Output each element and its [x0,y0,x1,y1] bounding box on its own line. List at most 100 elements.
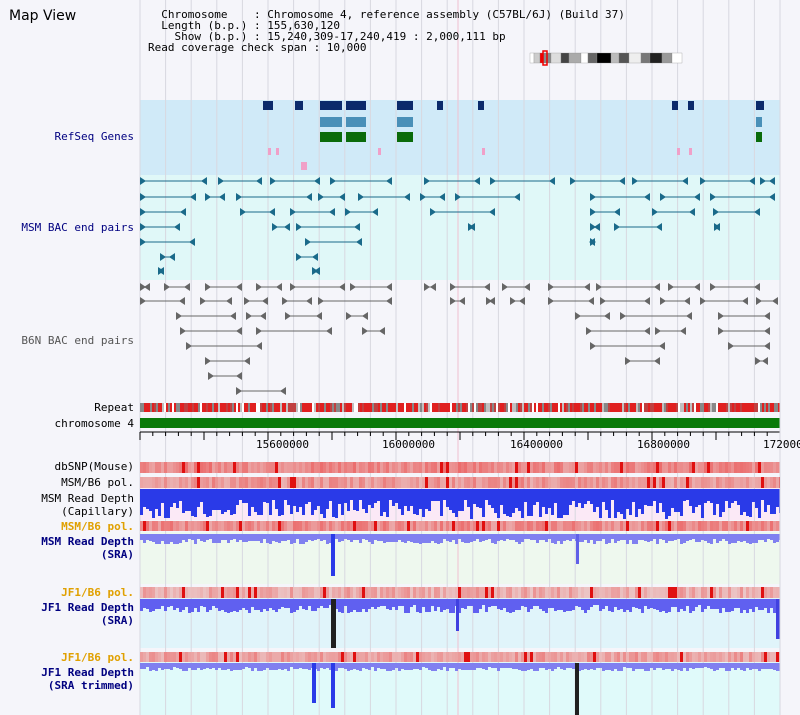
b6n-bac-end[interactable] [654,357,660,365]
track-label-msm-read-depth-capillary[interactable]: MSM Read Depth [41,492,134,505]
msm-bac-end[interactable] [386,177,392,185]
gene-feature[interactable] [482,148,485,155]
b6n-bac-end[interactable] [502,283,508,291]
msm-bac-end[interactable] [489,208,495,216]
b6n-bac-end[interactable] [755,357,761,365]
b6n-bac-end[interactable] [205,357,211,365]
msm-bac-end[interactable] [514,193,520,201]
b6n-bac-end[interactable] [584,283,590,291]
gene-feature[interactable] [677,148,680,155]
msm-bac-end[interactable] [490,177,496,185]
b6n-bac-end[interactable] [236,283,242,291]
track-label-jf1-read-depth-sra[interactable]: JF1 Read Depth [41,601,134,614]
track-label-dbsnp[interactable]: dbSNP(Mouse) [54,460,134,473]
msm-bac-end[interactable] [358,193,364,201]
msm-bac-end[interactable] [305,238,311,246]
msm-bac-end[interactable] [614,208,620,216]
msm-bac-end[interactable] [632,177,638,185]
b6n-bac-end[interactable] [306,297,312,305]
gene-feature[interactable] [276,148,279,155]
b6n-bac-end[interactable] [756,297,762,305]
msm-bac-end[interactable] [424,177,430,185]
b6n-bac-end[interactable] [430,283,436,291]
msm-bac-end[interactable] [270,177,276,185]
msm-bac-end[interactable] [769,177,775,185]
b6n-bac-end[interactable] [686,312,692,320]
msm-bac-end[interactable] [190,193,196,201]
b6n-bac-end[interactable] [660,297,666,305]
b6n-bac-end[interactable] [205,283,211,291]
b6n-bac-end[interactable] [524,283,530,291]
msm-bac-end[interactable] [749,177,755,185]
b6n-bac-end[interactable] [362,312,368,320]
msm-bac-end[interactable] [189,238,195,246]
gene-feature[interactable] [437,101,443,110]
msm-bac-end[interactable] [205,193,211,201]
b6n-bac-end[interactable] [424,283,430,291]
msm-bac-end[interactable] [174,223,180,231]
b6n-bac-end[interactable] [450,283,456,291]
msm-bac-end[interactable] [269,208,275,216]
b6n-bac-end[interactable] [184,283,190,291]
b6n-bac-end[interactable] [244,357,250,365]
msm-bac-end[interactable] [469,223,475,231]
gene-feature[interactable] [268,148,271,155]
gene-feature[interactable] [295,101,303,110]
track-label-msm-bac[interactable]: MSM BAC end pairs [21,221,134,234]
b6n-bac-end[interactable] [654,283,660,291]
b6n-bac-end[interactable] [362,327,368,335]
gene-feature[interactable] [689,148,692,155]
gene-feature[interactable] [478,101,484,110]
b6n-bac-end[interactable] [659,342,665,350]
gene-feature[interactable] [346,132,366,142]
b6n-bac-end[interactable] [256,327,262,335]
b6n-bac-end[interactable] [386,297,392,305]
b6n-bac-end[interactable] [604,312,610,320]
msm-bac-end[interactable] [713,208,719,216]
b6n-bac-end[interactable] [246,312,252,320]
msm-bac-end[interactable] [652,208,658,216]
msm-bac-end[interactable] [760,177,766,185]
track-label-msm-read-depth-sra[interactable]: MSM Read Depth [41,535,134,548]
msm-bac-end[interactable] [345,208,351,216]
b6n-bac-end[interactable] [700,297,706,305]
msm-bac-end[interactable] [589,238,595,246]
b6n-bac-end[interactable] [290,283,296,291]
b6n-bac-end[interactable] [762,357,768,365]
b6n-bac-end[interactable] [276,283,282,291]
b6n-bac-end[interactable] [764,312,770,320]
track-label-jf1-read-depth-trimmed[interactable]: JF1 Read Depth [41,666,134,679]
b6n-bac-end[interactable] [586,327,592,335]
msm-bac-end[interactable] [296,223,302,231]
msm-bac-end[interactable] [700,177,706,185]
msm-bac-end[interactable] [614,223,620,231]
b6n-bac-end[interactable] [588,297,594,305]
track-label-refseq-genes[interactable]: RefSeq Genes [54,130,134,143]
b6n-bac-end[interactable] [280,387,286,395]
b6n-bac-end[interactable] [510,297,516,305]
track-label-msm-b6-pol[interactable]: MSM/B6 pol. [61,476,134,489]
msm-bac-end[interactable] [312,253,318,261]
b6n-bac-end[interactable] [718,327,724,335]
msm-bac-end[interactable] [754,208,760,216]
msm-bac-end[interactable] [594,223,600,231]
gene-feature[interactable] [672,101,678,110]
msm-bac-end[interactable] [404,193,410,201]
msm-bac-end[interactable] [240,208,246,216]
msm-bac-end[interactable] [619,177,625,185]
msm-bac-end[interactable] [682,177,688,185]
msm-bac-end[interactable] [296,253,302,261]
msm-bac-end[interactable] [219,193,225,201]
b6n-bac-end[interactable] [226,297,232,305]
msm-bac-end[interactable] [140,223,146,231]
msm-bac-end[interactable] [272,223,278,231]
msm-bac-end[interactable] [656,223,662,231]
gene-feature[interactable] [301,162,307,170]
gene-feature[interactable] [263,101,273,110]
b6n-bac-end[interactable] [256,342,262,350]
b6n-bac-end[interactable] [644,297,650,305]
b6n-bac-end[interactable] [208,372,214,380]
track-label-jf1-b6-pol[interactable]: JF1/B6 pol. [61,586,134,599]
b6n-bac-end[interactable] [339,283,345,291]
gene-feature[interactable] [756,117,762,127]
